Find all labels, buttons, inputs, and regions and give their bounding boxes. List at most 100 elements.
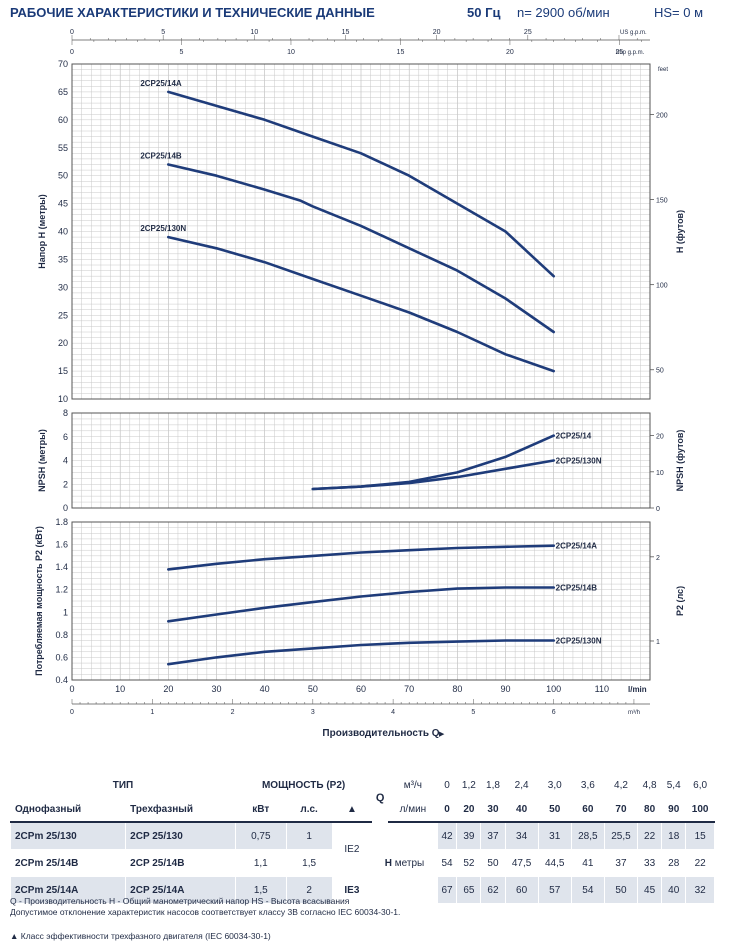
m3h-tick-label: 3 xyxy=(311,709,315,716)
series-label: 2CP25/14 xyxy=(556,432,592,441)
us-gpm-unit-label: US g.p.m. xyxy=(620,30,647,36)
q-lmin-7: 80 xyxy=(637,797,663,823)
head-value: 44,5 xyxy=(537,849,572,877)
series-line xyxy=(167,586,555,623)
single-model: 2CPm 25/130 xyxy=(9,821,127,850)
power-kw: 0,75 xyxy=(234,821,287,850)
y-tick-label: 0.4 xyxy=(55,675,68,685)
us-gpm-tick-label: 20 xyxy=(433,29,441,36)
imp-gpm-tick-label: 15 xyxy=(397,49,405,56)
head-value: 22 xyxy=(685,849,715,877)
q-lmin-4: 50 xyxy=(537,797,572,823)
head-value: 54 xyxy=(570,876,605,904)
m3h-unit: м³/ч xyxy=(388,773,438,798)
series-line xyxy=(167,163,555,334)
power-hp: 1 xyxy=(285,821,333,850)
q-m3h-9: 6,0 xyxy=(685,773,715,798)
q-header: Q xyxy=(371,773,390,823)
x-axis-label: Производительность Q xyxy=(322,728,439,739)
series-label: 2CP25/14B xyxy=(140,152,182,161)
power-header: МОЩНОСТЬ (P2) xyxy=(234,773,373,798)
three-model: 2CP 25/14A xyxy=(125,876,236,904)
y-right-tick-label: 50 xyxy=(656,368,664,375)
head-value: 32 xyxy=(685,876,715,904)
x-tick-label: 90 xyxy=(500,684,510,694)
y-right-tick-label: 2 xyxy=(656,555,660,562)
head-value: 45 xyxy=(637,876,663,904)
m3h-tick-label: 6 xyxy=(552,709,556,716)
series-line xyxy=(311,459,555,491)
m3h-tick-label: 2 xyxy=(231,709,235,716)
y-tick-label: 40 xyxy=(58,227,68,237)
head-value: 52 xyxy=(456,849,482,877)
y-tick-label: 8 xyxy=(63,408,68,418)
head-value: 22 xyxy=(637,821,663,850)
series-line xyxy=(167,544,555,571)
plot-frame xyxy=(71,412,651,509)
head-unit: метры xyxy=(394,857,425,869)
q-m3h-5: 3,6 xyxy=(570,773,605,798)
plot-frame xyxy=(71,63,651,400)
q-m3h-7: 4,8 xyxy=(637,773,663,798)
q-lmin-5: 60 xyxy=(570,797,605,823)
x-tick-label: 100 xyxy=(546,684,561,694)
y-tick-label: 70 xyxy=(58,59,68,69)
series-label: 2CP25/14A xyxy=(140,79,182,88)
q-lmin-8: 90 xyxy=(661,797,687,823)
us-gpm-tick-label: 15 xyxy=(342,29,350,36)
y-right-tick-label: 150 xyxy=(656,198,668,205)
y-tick-label: 6 xyxy=(63,432,68,442)
y-tick-label: 50 xyxy=(58,171,68,181)
three-model: 2CP 25/14B xyxy=(125,849,236,877)
table-row: 2CPm 25/14A 2CP 25/14A 1,5 2 IE3 67 65 6… xyxy=(9,876,715,904)
series-label: 2CP25/14B xyxy=(556,583,598,592)
head-value: 47,5 xyxy=(504,849,539,877)
y-tick-label: 55 xyxy=(58,143,68,153)
x-tick-label: 0 xyxy=(69,684,74,694)
q-lmin-3: 40 xyxy=(504,797,539,823)
imp-gpm-tick-label: 25 xyxy=(616,49,624,56)
q-m3h-4: 3,0 xyxy=(537,773,572,798)
head-value: 65 xyxy=(456,876,482,904)
head-value: 41 xyxy=(570,849,605,877)
q-m3h-1: 1,2 xyxy=(456,773,482,798)
y-axis-label: NPSH (метры) xyxy=(37,429,47,492)
y-axis-right-label: H (футов) xyxy=(675,210,685,253)
three-phase-header: Трехфазный xyxy=(125,797,236,823)
frequency-label: 50 Гц xyxy=(467,5,501,20)
three-model: 2CP 25/130 xyxy=(125,821,236,850)
y-tick-label: 25 xyxy=(58,310,68,320)
series-label: 2CP25/130N xyxy=(556,637,602,646)
y-right-tick-label: 100 xyxy=(656,283,668,290)
tolerance-note: Допустимое отклонение характеристик насо… xyxy=(10,907,401,917)
y-tick-label: 30 xyxy=(58,282,68,292)
imp-gpm-tick-label: 20 xyxy=(506,49,514,56)
y-tick-label: 0 xyxy=(63,503,68,513)
head-value: 33 xyxy=(637,849,663,877)
lmin-unit: л/мин xyxy=(388,797,438,823)
y-tick-label: 20 xyxy=(58,338,68,348)
imp-gpm-tick-label: 0 xyxy=(70,49,74,56)
head-value: 54 xyxy=(436,849,458,877)
x-tick-label: 70 xyxy=(404,684,414,694)
head-value: 18 xyxy=(661,821,687,850)
y-tick-label: 1.6 xyxy=(55,540,68,550)
head-value: 67 xyxy=(436,876,458,904)
spec-table: ТИП МОЩНОСТЬ (P2) Q м³/ч 0 1,2 1,8 2,4 3… xyxy=(9,773,715,904)
series-label: 2CP25/130N xyxy=(140,224,186,233)
efficiency-marker-header: ▲ xyxy=(331,797,373,823)
m3h-tick-label: 0 xyxy=(70,709,74,716)
y-tick-label: 15 xyxy=(58,366,68,376)
head-value: 25,5 xyxy=(603,821,639,850)
m3h-tick-label: 1 xyxy=(150,709,154,716)
q-m3h-6: 4,2 xyxy=(603,773,639,798)
us-gpm-tick-label: 25 xyxy=(524,29,532,36)
head-value: 37 xyxy=(603,849,639,877)
x-tick-label: 30 xyxy=(211,684,221,694)
x-tick-label: 40 xyxy=(260,684,270,694)
y-tick-label: 0.8 xyxy=(55,630,68,640)
abbreviations-note: Q - Производительность H - Общий маномет… xyxy=(10,896,350,906)
us-gpm-tick-label: 0 xyxy=(70,29,74,36)
y-right-tick-label: 200 xyxy=(656,112,668,119)
y-axis-right-label: NPSH (футов) xyxy=(675,430,685,492)
